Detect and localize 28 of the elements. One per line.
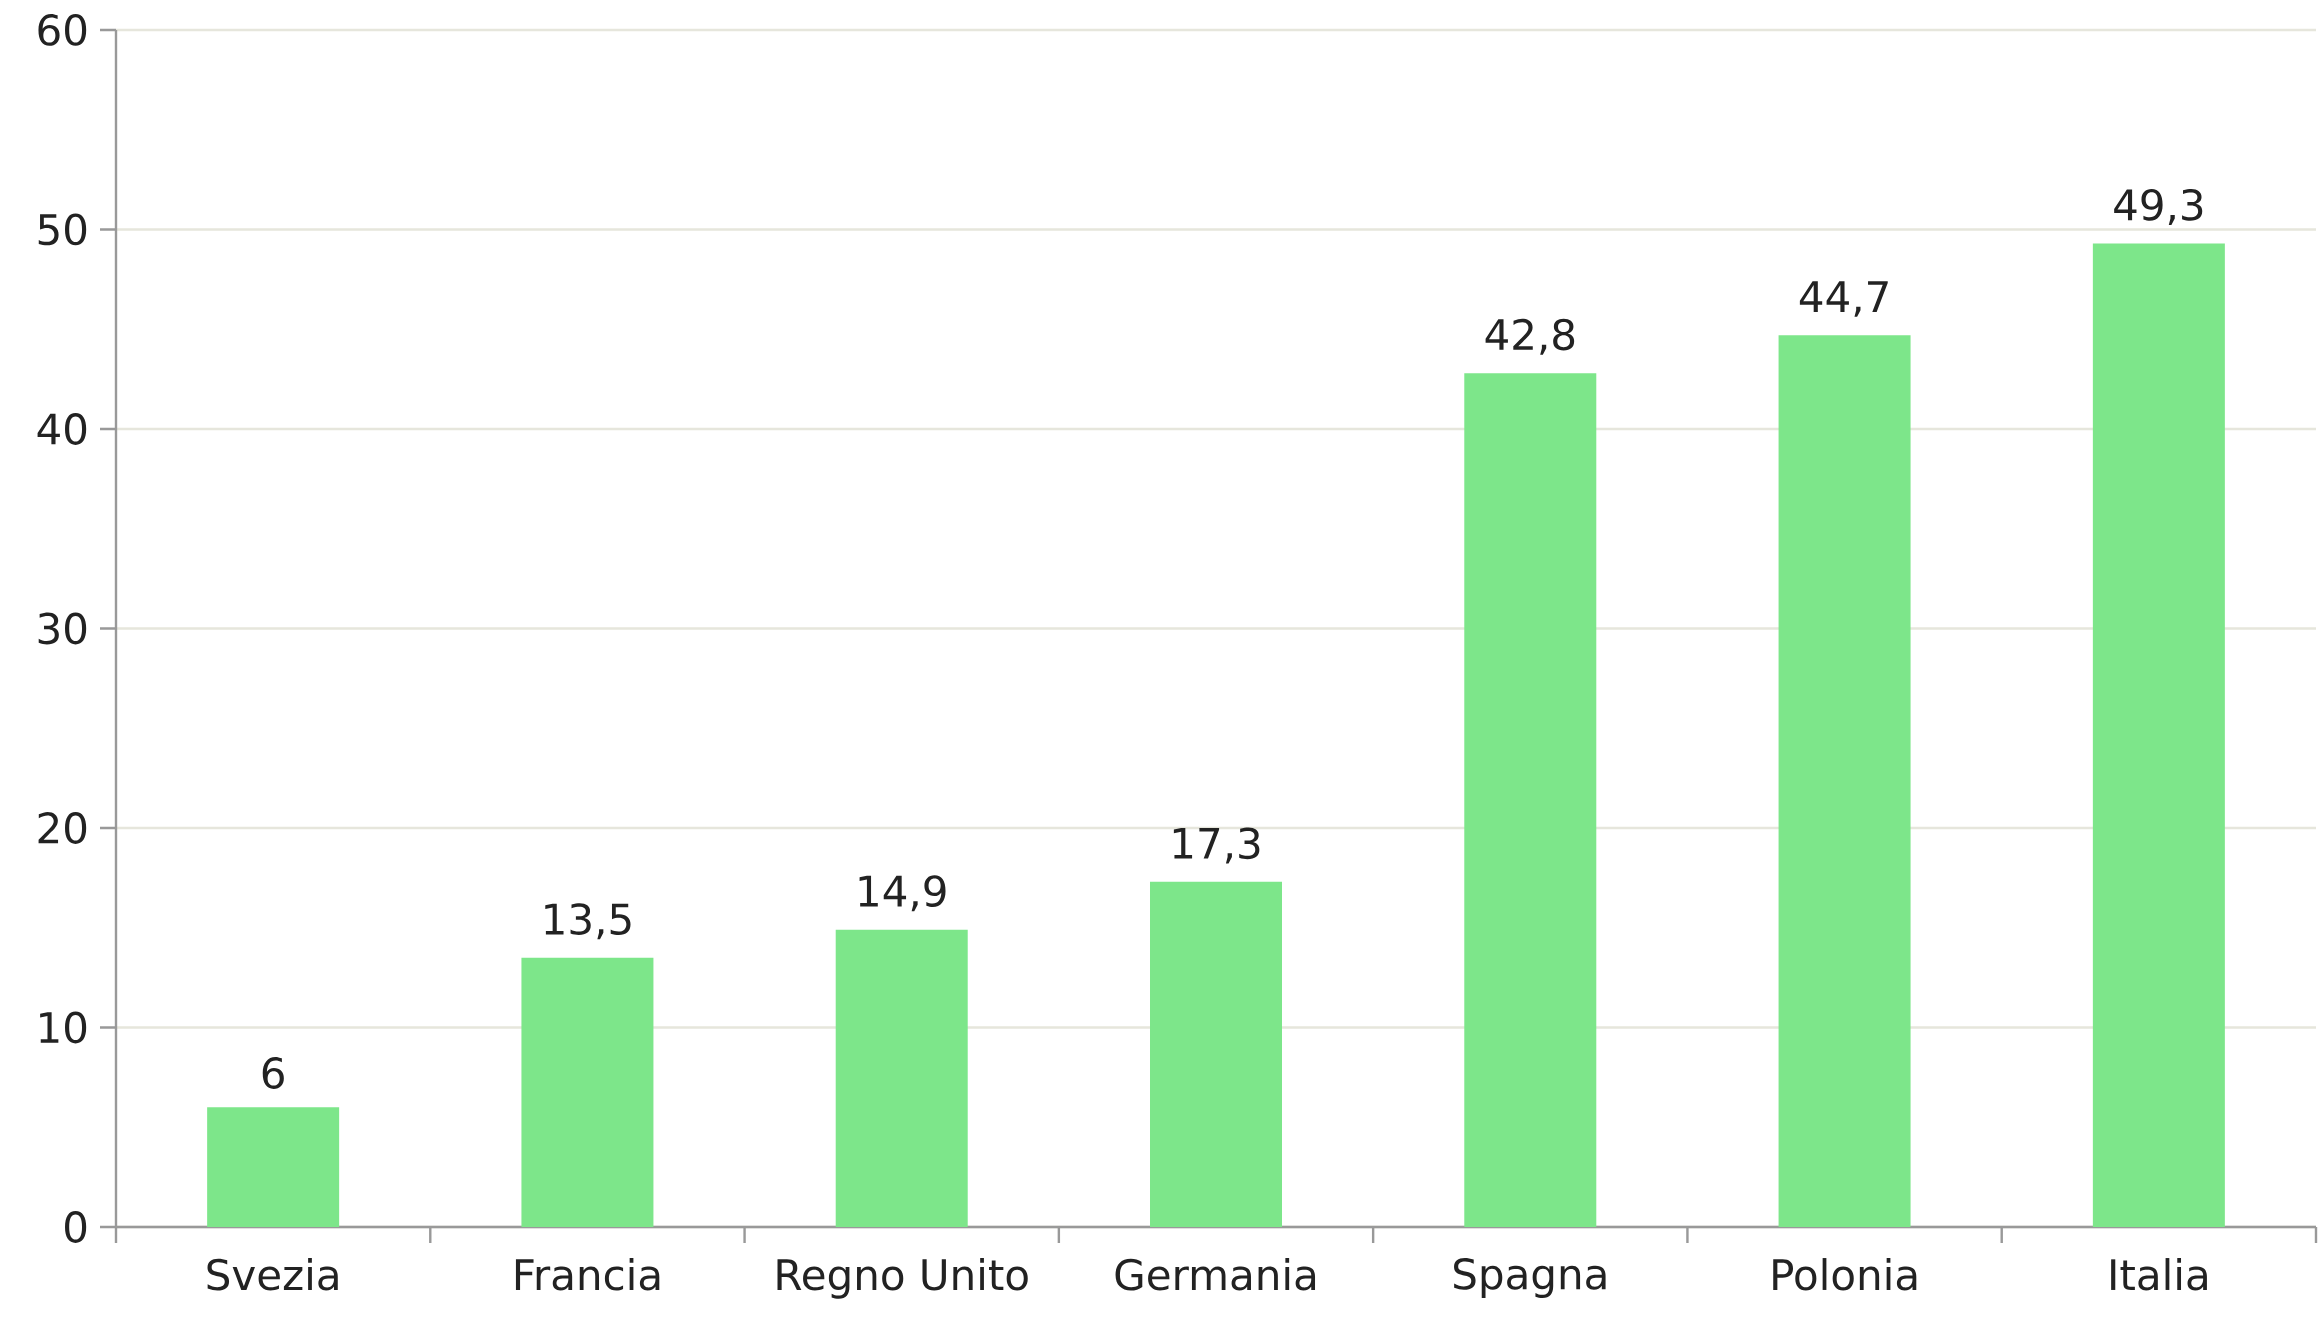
bar — [2092, 243, 2225, 1227]
y-tick-label: 40 — [37, 413, 87, 445]
y-tick-label: 0 — [65, 1211, 87, 1243]
x-tick-label: Regno Unito — [777, 1258, 1028, 1299]
y-tick-label: 10 — [40, 1011, 87, 1044]
bar — [835, 929, 968, 1227]
bar — [1778, 335, 1911, 1227]
data-label: 6 — [262, 1057, 284, 1089]
data-label: 44,7 — [1799, 281, 1888, 317]
data-label: 49,3 — [2114, 188, 2203, 226]
y-tick-label: 50 — [38, 213, 87, 246]
x-tick-label: Germania — [1115, 1258, 1316, 1291]
data-label: 13,5 — [545, 903, 631, 940]
x-tick-label: Italia — [2111, 1258, 2207, 1291]
bar — [1464, 373, 1597, 1227]
data-label: 17,3 — [1173, 827, 1260, 864]
x-tick-label: Svezia — [207, 1258, 338, 1291]
bar — [1150, 881, 1282, 1227]
x-tick-label: Polonia — [1773, 1258, 1917, 1291]
bar — [521, 957, 654, 1227]
x-tick-label: Francia — [515, 1258, 660, 1291]
bar — [207, 1107, 340, 1227]
data-label: 14,9 — [859, 875, 946, 912]
data-label: 42,8 — [1485, 318, 1575, 355]
y-tick-label: 30 — [38, 612, 87, 645]
y-tick-label: 20 — [38, 812, 87, 844]
x-tick-label: Spagna — [1454, 1258, 1606, 1298]
y-tick-label: 60 — [38, 14, 87, 46]
